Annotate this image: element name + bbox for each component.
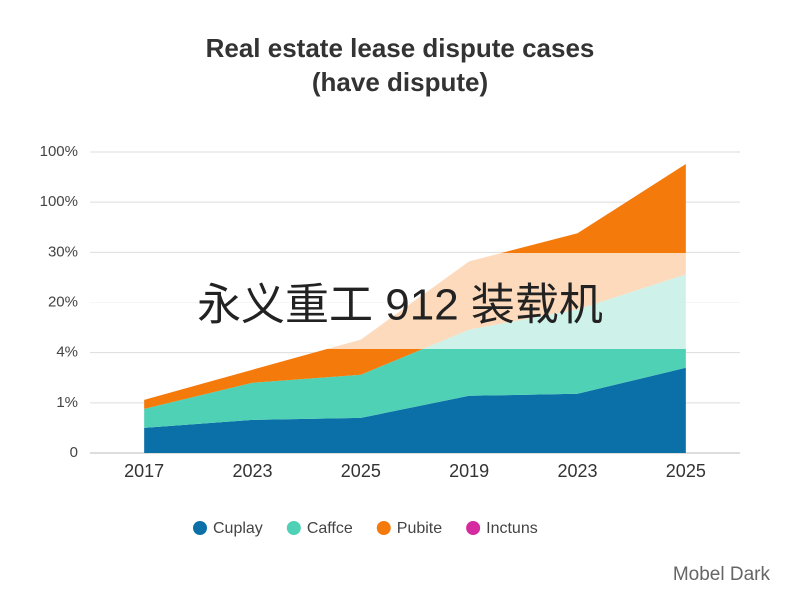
overlay-band — [90, 253, 740, 349]
y-tick-label: 30% — [48, 243, 78, 260]
y-tick-label: 20% — [48, 293, 78, 310]
y-tick-label: 100% — [40, 143, 78, 160]
x-tick-label: 2023 — [232, 461, 272, 481]
legend: Cuplay Caffce Pubite Inctuns — [193, 520, 538, 537]
x-tick-label: 2025 — [341, 461, 381, 481]
y-tick-label: 100% — [40, 193, 78, 210]
legend-label: Caffce — [307, 520, 353, 537]
chart-subtitle: (have dispute) — [312, 67, 488, 97]
x-tick-label: 2025 — [666, 461, 706, 481]
area — [144, 274, 686, 428]
legend-label: Inctuns — [486, 520, 538, 537]
area — [144, 367, 686, 453]
legend-marker — [466, 521, 481, 535]
legend-marker — [193, 521, 207, 535]
overlay-text: 永义重工 912 装载机 — [197, 281, 603, 330]
legend-label: Cuplay — [213, 520, 263, 537]
y-tick-label: 4% — [56, 344, 78, 361]
x-tick-label: 2023 — [557, 461, 597, 481]
y-tick-label: 1% — [56, 394, 78, 411]
chart-title: Real estate lease dispute cases — [206, 33, 595, 63]
x-tick-label: 2017 — [124, 461, 164, 481]
y-tick-label: 0 — [70, 444, 78, 461]
watermark: Mobel Dark — [673, 564, 771, 585]
legend-marker — [376, 521, 391, 535]
legend-label: Pubite — [397, 520, 442, 537]
labels: 0 1% 4% 20% 30% 100% 100% 2017 2023 2025 2019 2023 2… — [40, 143, 706, 481]
legend-marker — [286, 521, 301, 535]
x-tick-label: 2019 — [449, 461, 489, 481]
